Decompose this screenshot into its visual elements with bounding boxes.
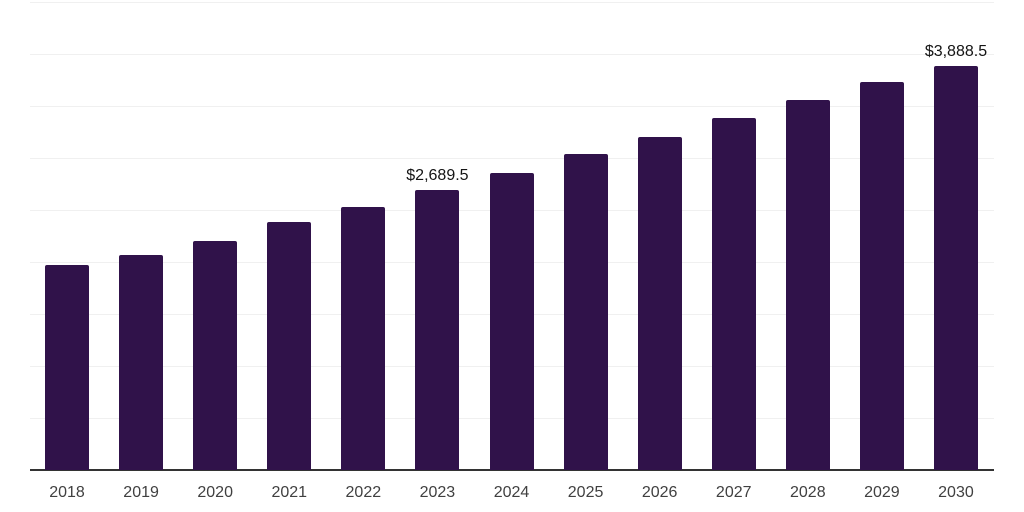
x-tick-label-2029: 2029 <box>864 484 900 501</box>
x-tick-label-2018: 2018 <box>49 484 85 501</box>
x-tick-label-2020: 2020 <box>197 484 233 501</box>
x-tick-label-2022: 2022 <box>345 484 382 501</box>
bar-2030 <box>933 65 978 470</box>
x-tick-label-2028: 2028 <box>790 484 826 501</box>
bar-2021 <box>267 222 312 470</box>
x-axis-line <box>30 469 994 471</box>
bar-2028 <box>785 100 830 470</box>
bar-2020 <box>193 240 238 470</box>
gridline <box>30 2 994 3</box>
gridline <box>30 158 994 159</box>
x-tick-label-2027: 2027 <box>715 484 752 501</box>
x-tick-label-2030: 2030 <box>938 484 974 501</box>
bar-2019 <box>119 255 164 470</box>
bar-2023 <box>415 190 460 470</box>
bar-2024 <box>489 172 534 470</box>
bar-2029 <box>859 82 904 470</box>
x-tick-label-2026: 2026 <box>641 484 678 501</box>
x-tick-label-2025: 2025 <box>567 484 604 501</box>
gridline <box>30 106 994 107</box>
bar-2025 <box>563 154 608 470</box>
bar-2026 <box>637 136 682 470</box>
x-tick-label-2024: 2024 <box>493 484 530 501</box>
gridline <box>30 54 994 55</box>
x-tick-label-2023: 2023 <box>419 484 456 501</box>
x-tick-label-2021: 2021 <box>271 484 308 501</box>
bar-2022 <box>341 206 386 470</box>
data-label-2030: $3,888.5 <box>924 42 988 60</box>
bar-2018 <box>45 265 90 470</box>
bar-2027 <box>711 118 756 470</box>
x-tick-label-2019: 2019 <box>123 484 159 501</box>
data-label-2023: $2,689.5 <box>406 167 469 185</box>
